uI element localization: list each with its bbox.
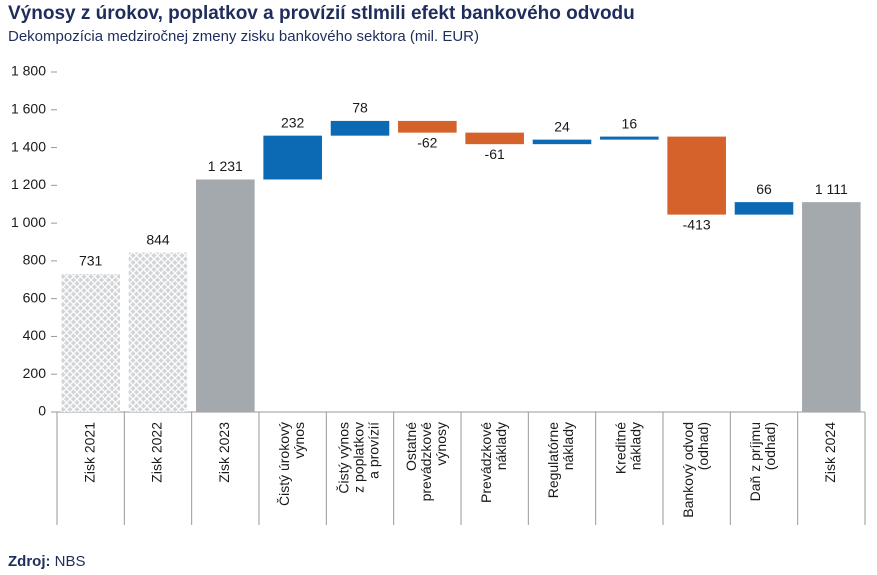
source-label: Zdroj: <box>8 553 51 570</box>
x-tick-label: Zisk 2022 <box>149 422 165 483</box>
x-tick-label-group: Bankový odvod (odhad) <box>680 422 711 518</box>
value-label: -62 <box>417 134 437 150</box>
value-label: 731 <box>79 253 103 269</box>
x-tick-label: Čistý výnos <box>336 422 352 494</box>
x-tick-label: náklady <box>493 422 509 470</box>
bar <box>263 135 322 180</box>
value-label: 1 231 <box>208 158 243 174</box>
x-tick-label-group: Zisk 2022 <box>149 422 165 483</box>
x-tick-label: Zisk 2021 <box>81 422 97 483</box>
x-tick-label: Bankový odvod <box>680 422 696 518</box>
bar <box>465 132 524 145</box>
x-tick-label: (odhad) <box>762 422 778 470</box>
value-label: -413 <box>683 216 711 232</box>
bar <box>398 120 457 133</box>
y-tick-label: 800 <box>23 252 47 268</box>
x-tick-label-group: Daň z príjmu (odhad) <box>747 422 778 501</box>
bar <box>600 136 659 140</box>
bar <box>532 139 592 145</box>
bar <box>667 136 726 215</box>
x-tick-label: výnos <box>291 422 307 459</box>
x-tick-label: Ostatné <box>403 422 419 471</box>
value-label: 232 <box>281 114 305 130</box>
x-tick-label: Zisk 2024 <box>822 422 838 483</box>
value-label: -61 <box>485 146 505 162</box>
source-text: NBS <box>55 553 86 570</box>
y-tick-label: 400 <box>23 327 47 343</box>
bar <box>128 252 188 412</box>
chart-title: Výnosy z úrokov, poplatkov a provízií st… <box>8 3 635 24</box>
x-tick-label: a provízií <box>366 422 382 479</box>
bar <box>196 179 255 412</box>
x-tick-label: Kreditné <box>613 422 629 474</box>
x-tick-label-group: Zisk 2023 <box>216 422 232 483</box>
x-tick-label-group: Zisk 2021 <box>81 422 97 483</box>
x-tick-label: Daň z príjmu <box>747 422 763 501</box>
y-tick-label: 200 <box>23 365 47 381</box>
x-tick-label-group: Čistý úrokový výnos <box>276 422 307 506</box>
y-tick-label: 1 400 <box>11 138 46 154</box>
bar <box>61 273 120 412</box>
x-tick-label-group: Ostatné prevádzkové výnosy <box>403 422 449 502</box>
x-tick-label-group: Regulatórne náklady <box>545 422 576 498</box>
x-tick-label-group: Zisk 2024 <box>822 422 838 483</box>
value-label: 66 <box>756 181 772 197</box>
y-tick-label: 0 <box>38 403 46 419</box>
y-tick-label: 1 600 <box>11 100 46 116</box>
x-tick-label: výnosy <box>433 422 449 466</box>
value-label: 844 <box>146 231 170 247</box>
x-tick-label: Regulatórne <box>545 422 561 498</box>
chart-subtitle: Dekompozícia medziročnej zmeny zisku ban… <box>8 28 479 45</box>
x-tick-label: náklady <box>628 422 644 470</box>
value-label: 24 <box>554 118 570 134</box>
bar <box>330 120 390 136</box>
bar <box>802 202 861 412</box>
y-tick-label: 600 <box>23 289 47 305</box>
x-tick-label-group: Prevádzkové náklady <box>478 422 509 503</box>
value-label: 78 <box>352 100 368 116</box>
value-label: 16 <box>622 115 638 131</box>
x-tick-label: (odhad) <box>695 422 711 470</box>
value-label: 1 111 <box>815 181 848 197</box>
y-tick-label: 1 000 <box>11 214 46 230</box>
y-tick-label: 1 800 <box>11 63 46 79</box>
x-tick-label-group: Čistý výnos z poplatkov a provízií <box>336 422 382 494</box>
x-tick-label: z poplatkov <box>351 422 367 493</box>
x-tick-label: Čistý úrokový <box>276 422 292 506</box>
y-tick-label: 1 200 <box>11 176 46 192</box>
bar <box>734 202 794 215</box>
x-tick-label: náklady <box>560 422 576 470</box>
x-tick-label-group: Kreditné náklady <box>613 422 644 474</box>
source: Zdroj: NBS <box>8 553 86 570</box>
x-tick-label: prevádzkové <box>418 422 434 502</box>
x-tick-label: Prevádzkové <box>478 422 494 503</box>
x-tick-label: Zisk 2023 <box>216 422 232 483</box>
